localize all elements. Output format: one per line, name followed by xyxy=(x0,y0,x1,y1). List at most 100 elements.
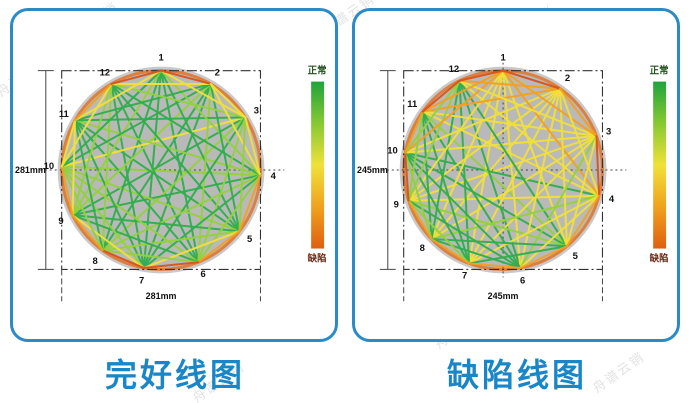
edge-2-7 xyxy=(468,87,562,265)
edge-3-4 xyxy=(244,116,262,177)
node-label-1: 1 xyxy=(500,53,505,64)
edge-8-9 xyxy=(407,199,433,241)
edge-2-6 xyxy=(197,82,212,264)
edge-9-12 xyxy=(71,82,113,217)
edge-1-3 xyxy=(160,69,247,119)
edge-1-12 xyxy=(458,69,505,82)
edge-5-11 xyxy=(421,110,568,248)
edge-8-11 xyxy=(421,110,433,241)
edge-6-12 xyxy=(110,82,200,264)
edge-5-9 xyxy=(407,199,568,248)
edge-2-11 xyxy=(74,82,212,122)
edge-6-8 xyxy=(101,249,200,264)
edge-1-6 xyxy=(502,69,522,269)
edge-3-4 xyxy=(595,135,601,197)
edge-4-6 xyxy=(519,194,601,269)
node-label-7: 7 xyxy=(462,271,467,282)
edge-2-7 xyxy=(142,82,212,269)
edge-3-6 xyxy=(519,135,598,269)
edge-5-10 xyxy=(60,165,241,233)
edge-3-11 xyxy=(421,110,598,138)
edge-3-5 xyxy=(565,135,598,248)
node-label-4: 4 xyxy=(609,194,615,205)
node-label-10: 10 xyxy=(387,146,398,157)
node-label-8: 8 xyxy=(92,256,97,267)
edge-2-9 xyxy=(71,82,212,217)
edge-1-12 xyxy=(110,69,163,85)
node-label-5: 5 xyxy=(573,251,578,262)
dim-width-label: 281mm xyxy=(146,291,177,301)
node-label-11: 11 xyxy=(59,109,69,120)
edge-5-6 xyxy=(519,245,568,269)
edge-7-9 xyxy=(407,199,471,265)
edge-5-7 xyxy=(468,245,568,265)
edge-7-8 xyxy=(430,238,471,265)
edge-8-9 xyxy=(71,214,104,252)
edge-8-11 xyxy=(74,119,104,252)
edge-2-5 xyxy=(209,82,241,233)
edge-3-12 xyxy=(110,82,247,119)
edge-1-2 xyxy=(160,69,212,85)
edge-2-4 xyxy=(559,87,601,197)
edge-6-7 xyxy=(468,262,522,269)
node-label-1: 1 xyxy=(158,53,163,64)
edge-1-3 xyxy=(502,69,598,138)
edge-7-10 xyxy=(60,165,145,269)
edge-1-11 xyxy=(74,69,163,122)
edge-7-11 xyxy=(74,119,145,269)
edge-9-10 xyxy=(404,151,410,202)
node-label-2: 2 xyxy=(565,73,570,84)
edge-7-12 xyxy=(458,79,471,265)
edge-4-12 xyxy=(458,79,601,197)
legend-gradient-bar xyxy=(653,81,667,249)
edge-7-10 xyxy=(404,151,471,265)
panel-defect-line-diagram: 245mm 245mm 1 2 3 4 5 6 7 8 9 10 11 12 正常 缺陷 xyxy=(352,8,680,342)
edge-6-8 xyxy=(430,238,522,269)
edge-1-9 xyxy=(71,69,163,217)
edge-5-8 xyxy=(101,230,241,252)
edge-4-6 xyxy=(197,174,262,264)
edge-1-7 xyxy=(468,69,505,265)
edge-9-11 xyxy=(71,119,77,217)
edge-10-11 xyxy=(404,110,424,154)
edge-2-5 xyxy=(559,87,568,248)
edge-3-6 xyxy=(197,116,247,264)
node-label-6: 6 xyxy=(201,269,206,280)
edge-9-12 xyxy=(407,79,461,202)
node-label-9: 9 xyxy=(58,216,63,227)
edge-9-11 xyxy=(407,110,424,202)
edge-1-11 xyxy=(421,69,505,113)
edge-2-3 xyxy=(559,87,598,138)
legend-bottom-label: 缺陷 xyxy=(649,252,669,264)
edge-4-12 xyxy=(110,82,262,177)
node-label-10: 10 xyxy=(44,161,55,172)
node-label-12: 12 xyxy=(100,68,110,79)
edge-3-9 xyxy=(71,116,247,217)
node-label-12: 12 xyxy=(449,64,460,75)
edge-7-8 xyxy=(101,249,145,269)
edge-10-11 xyxy=(60,119,77,168)
node-label-3: 3 xyxy=(606,127,611,138)
edge-1-10 xyxy=(404,69,505,154)
edge-1-2 xyxy=(502,69,562,90)
edge-1-5 xyxy=(160,69,241,233)
edge-6-11 xyxy=(421,110,522,269)
edge-2-11 xyxy=(421,87,562,113)
node-label-7: 7 xyxy=(139,276,144,287)
dim-height-label: 245mm xyxy=(357,165,388,175)
edge-6-10 xyxy=(60,165,200,264)
edge-4-5 xyxy=(565,194,601,248)
edge-6-11 xyxy=(74,119,200,264)
dim-width-label: 245mm xyxy=(488,291,519,301)
edge-9-10 xyxy=(60,165,74,217)
node-label-5: 5 xyxy=(247,234,252,245)
edge-8-10 xyxy=(60,165,104,252)
caption-intact: 完好线图 xyxy=(104,357,245,393)
edge-4-9 xyxy=(407,194,601,202)
edge-4-5 xyxy=(238,174,262,233)
caption-defect: 缺陷线图 xyxy=(446,357,587,393)
node-label-4: 4 xyxy=(271,171,277,182)
node-label-11: 11 xyxy=(407,99,417,110)
